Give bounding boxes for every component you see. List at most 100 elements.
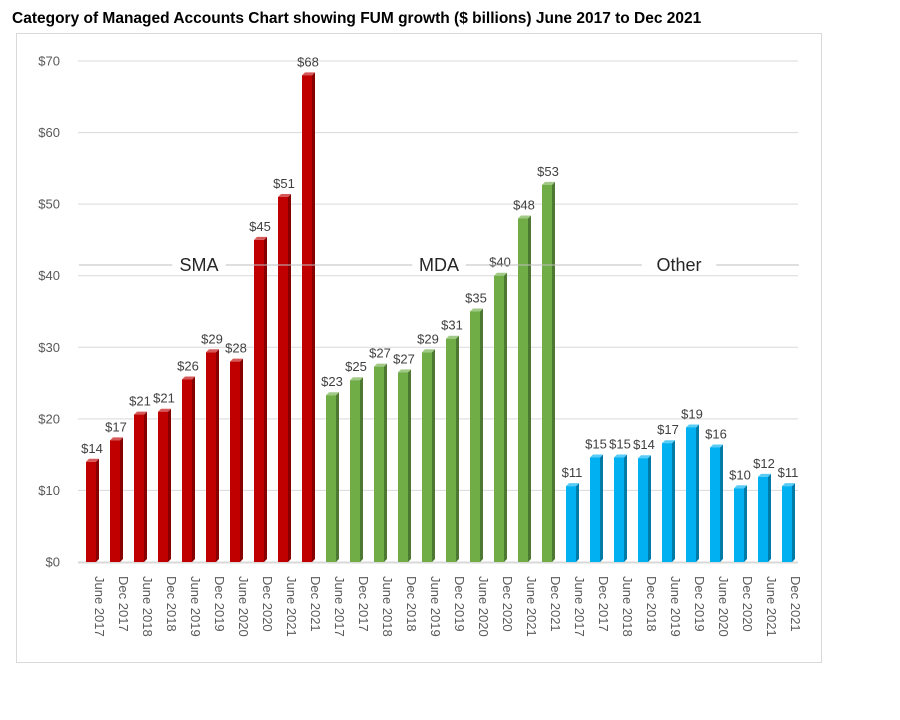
bar	[446, 338, 456, 562]
x-tick-label: Dec 2020	[500, 576, 515, 632]
bar	[686, 427, 696, 562]
bar	[542, 184, 552, 562]
bar	[734, 488, 744, 562]
x-tick-label: June 2018	[380, 576, 395, 637]
bar-side	[360, 377, 363, 562]
bar-side	[192, 376, 195, 562]
bar-side	[480, 308, 483, 562]
bar-side	[576, 483, 579, 562]
data-label: $16	[705, 426, 727, 441]
bar	[86, 461, 96, 562]
bar-side	[216, 349, 219, 562]
data-label: $68	[297, 54, 319, 69]
data-label: $31	[441, 318, 463, 333]
y-tick-label: $40	[38, 268, 60, 283]
bar-top	[446, 335, 459, 339]
bar-top	[662, 440, 675, 444]
x-tick-label: Dec 2021	[308, 576, 323, 632]
bar	[326, 395, 336, 562]
x-tick-label: Dec 2017	[116, 576, 131, 632]
x-tick-label: June 2021	[764, 576, 779, 637]
x-tick-label: June 2017	[92, 576, 107, 637]
bar	[206, 352, 216, 562]
x-tick-label: Dec 2018	[644, 576, 659, 632]
data-label: $53	[537, 164, 559, 179]
data-label: $21	[153, 391, 175, 406]
y-tick-label: $20	[38, 411, 60, 426]
bar	[518, 218, 528, 562]
bar-side	[96, 458, 99, 562]
x-tick-label: June 2021	[524, 576, 539, 637]
bar	[278, 196, 288, 562]
bar-side	[168, 408, 171, 562]
data-label: $17	[105, 419, 127, 434]
bar-side	[264, 236, 267, 562]
bar-top	[86, 458, 99, 462]
bar	[638, 458, 648, 562]
bar-top	[566, 483, 579, 487]
bar-side	[768, 473, 771, 562]
bar-side	[336, 392, 339, 562]
bar-side	[624, 454, 627, 562]
bar	[182, 379, 192, 562]
data-label: $25	[345, 359, 367, 374]
bar-side	[552, 181, 555, 562]
bar-top	[542, 181, 555, 185]
bar-top	[350, 377, 363, 381]
data-label: $35	[465, 291, 487, 306]
data-label: $28	[225, 341, 247, 356]
bar-side	[720, 444, 723, 562]
bar-top	[518, 215, 531, 219]
bar-side	[792, 483, 795, 562]
data-label: $15	[609, 437, 631, 452]
bar-side	[504, 272, 507, 562]
bar-top	[614, 454, 627, 458]
bar	[134, 414, 144, 562]
bar-top	[230, 358, 243, 362]
data-label: $29	[201, 331, 223, 346]
bar-top	[254, 236, 267, 240]
series-other: $11 June 2017 $15 Dec 2017 $15 June 2018 $14 De…	[562, 406, 803, 636]
x-tick-label: Dec 2019	[692, 576, 707, 632]
y-tick-label: $10	[38, 483, 60, 498]
x-tick-label: Dec 2020	[260, 576, 275, 632]
x-tick-label: June 2017	[572, 576, 587, 637]
x-tick-label: June 2020	[716, 576, 731, 637]
group-label-sma: SMA	[179, 255, 218, 275]
bar-side	[672, 440, 675, 562]
x-tick-label: Dec 2017	[596, 576, 611, 632]
series-mda: $23 June 2017 $25 Dec 2017 $27 June 2018 $27 De…	[321, 164, 563, 637]
y-tick-label: $70	[38, 54, 60, 69]
bar-side	[432, 349, 435, 562]
bar	[758, 476, 768, 562]
data-label: $11	[778, 465, 799, 480]
x-tick-label: Dec 2019	[452, 576, 467, 632]
y-tick-label: $50	[38, 197, 60, 212]
x-tick-label: June 2019	[428, 576, 443, 637]
bar	[230, 361, 240, 562]
x-tick-label: Dec 2019	[212, 576, 227, 632]
x-tick-label: Dec 2017	[356, 576, 371, 632]
bar	[566, 486, 576, 562]
data-label: $17	[657, 422, 679, 437]
bar-side	[744, 485, 747, 562]
bar-top	[470, 308, 483, 312]
bar	[494, 275, 504, 562]
bar-side	[288, 193, 291, 562]
x-tick-label: June 2018	[620, 576, 635, 637]
x-tick-label: June 2019	[188, 576, 203, 637]
bar-top	[398, 369, 411, 373]
bar-side	[600, 454, 603, 562]
bar	[614, 457, 624, 562]
bar-top	[710, 444, 723, 448]
bar	[590, 457, 600, 562]
bar-top	[110, 437, 123, 441]
data-label: $10	[729, 467, 751, 482]
x-tick-label: June 2017	[332, 576, 347, 637]
bar-side	[120, 437, 123, 562]
bar-top	[302, 72, 315, 76]
bar	[350, 380, 360, 562]
bar	[158, 411, 168, 562]
bar-top	[422, 349, 435, 353]
